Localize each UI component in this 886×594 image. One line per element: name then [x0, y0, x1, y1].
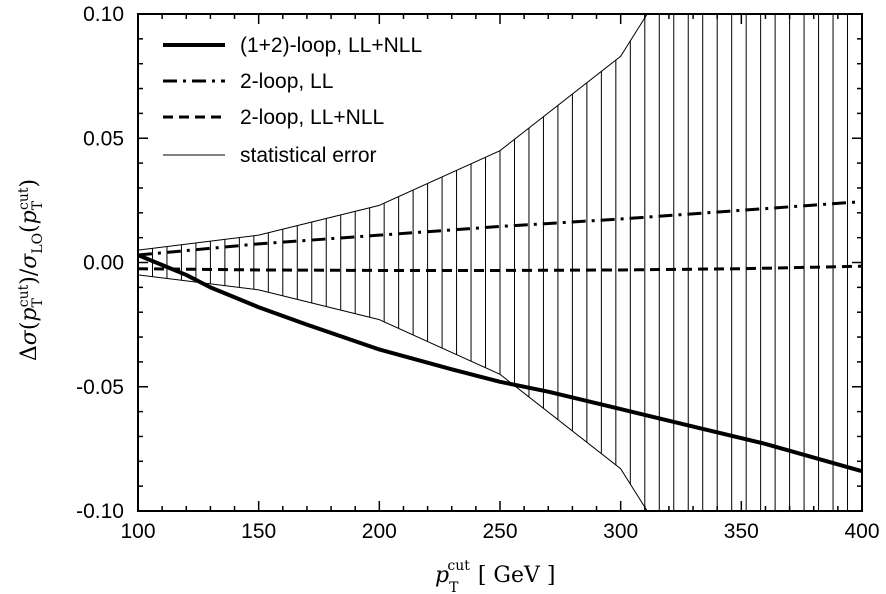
y-tick-label: 0.10: [83, 3, 124, 26]
series-lines: [138, 200, 862, 474]
legend-entry-1: (1+2)-loop, LL+NLL: [163, 34, 422, 57]
legend-entry-2: 2-loop, LL: [163, 70, 333, 93]
error-band-lower: [138, 274, 862, 511]
x-tick-label: 250: [482, 520, 517, 543]
x-tick-label: 400: [844, 520, 879, 543]
legend-label-3: 2-loop, LL+NLL: [240, 106, 384, 129]
x-axis-label-sub: T: [449, 580, 459, 594]
legend-label-4: statistical error: [240, 144, 377, 167]
x-tick-label: 300: [603, 520, 638, 543]
legend-label-1: (1+2)-loop, LL+NLL: [240, 34, 422, 57]
y-tick-label: 0.00: [83, 252, 124, 275]
legend-entry-3: 2-loop, LL+NLL: [163, 106, 384, 129]
axis-ticks: [137, 13, 863, 512]
x-tick-label: 200: [362, 520, 397, 543]
y-tick-label: -0.05: [76, 376, 124, 399]
x-tick-label: 150: [241, 520, 276, 543]
x-axis-label-main: p: [435, 563, 449, 588]
legend-entry-4: statistical error: [163, 144, 377, 167]
x-tick-label: 100: [120, 520, 155, 543]
y-axis-label-text: Δσ(pTcut)/σLO(pTcut): [16, 179, 46, 361]
y-tick-label: -0.10: [76, 500, 124, 523]
y-tick-labels: 0.10 0.05 0.00 -0.05 -0.10: [76, 3, 124, 523]
legend-label-2: 2-loop, LL: [240, 70, 333, 93]
x-axis-label: pTcut [ GeV ]: [435, 558, 555, 594]
legend: (1+2)-loop, LL+NLL 2-loop, LL 2-loop, LL…: [163, 34, 422, 167]
x-axis-label-sup: cut: [447, 558, 470, 574]
y-axis-label: Δσ(pTcut)/σLO(pTcut): [16, 179, 46, 361]
x-tick-labels: 100 150 200 250 300 350 400: [120, 520, 879, 543]
series-line-2-loop-ll: [138, 200, 862, 257]
series-line-2-loop-ll-nll: [138, 264, 862, 272]
x-tick-label: 350: [724, 520, 759, 543]
y-tick-label: 0.05: [83, 127, 124, 150]
x-axis-label-unit: [ GeV ]: [478, 563, 556, 588]
error-band-upper: [138, 14, 862, 251]
series-line-1-2-loop-ll-nll: [138, 253, 862, 474]
